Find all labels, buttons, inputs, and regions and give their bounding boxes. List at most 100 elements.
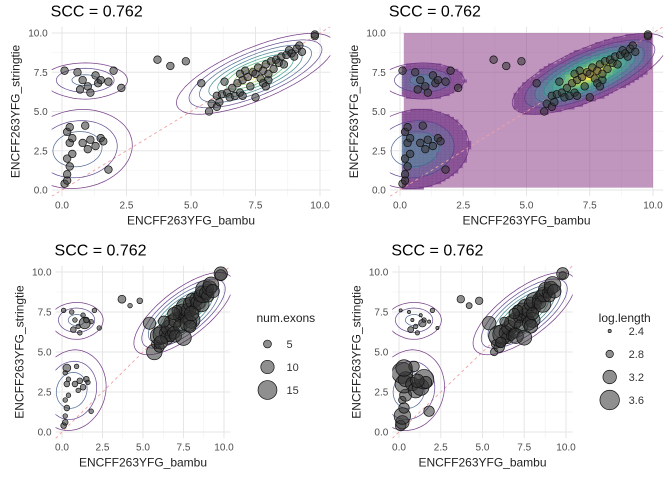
density-fill-cell: [436, 167, 442, 171]
density-fill-cell: [603, 47, 609, 51]
density-fill-cell: [548, 79, 553, 83]
density-fill-cell: [410, 170, 416, 174]
density-fill-cell: [569, 66, 575, 70]
density-fill-cell: [513, 95, 519, 99]
data-point: [79, 384, 87, 391]
density-fill-cell: [603, 92, 609, 97]
density-fill-cell: [410, 108, 416, 113]
density-fill-cell: [638, 42, 644, 46]
density-fill-cell: [431, 132, 437, 137]
legend-key: [602, 369, 617, 385]
density-fill-cell: [410, 146, 416, 150]
x-tick-label: 2.5: [96, 442, 110, 453]
data-point: [261, 82, 270, 91]
density-fill-cell: [560, 71, 566, 75]
density-fill-cell: [573, 84, 579, 89]
density-fill-cell: [440, 132, 446, 137]
density-fill-cell: [410, 172, 416, 177]
data-point: [414, 330, 420, 336]
density-fill-cell: [423, 183, 429, 187]
data-point: [153, 335, 168, 350]
density-fill-cell: [461, 130, 467, 134]
data-point: [251, 93, 260, 102]
density-fill-cell: [440, 71, 446, 75]
data-point: [532, 79, 541, 88]
density-fill-cell: [599, 52, 605, 57]
density-fill-cell: [427, 130, 433, 134]
density-fill-cell: [543, 66, 549, 70]
panel-title: SCC = 0.762: [389, 4, 481, 21]
density-fill-cell: [535, 90, 541, 94]
data-point: [65, 376, 72, 382]
density-fill-cell: [578, 60, 584, 65]
data-point: [482, 316, 497, 331]
density-fill-cell: [556, 106, 562, 110]
density-fill-cell: [449, 172, 454, 177]
data-point: [228, 83, 237, 93]
density-fill-cell: [608, 82, 614, 86]
density-fill-cell: [427, 170, 433, 174]
density-fill-cell: [444, 122, 450, 126]
density-fill-cell: [423, 76, 429, 81]
density-fill-cell: [440, 66, 446, 70]
density-fill-cell: [444, 148, 450, 153]
density-fill-cell: [423, 127, 429, 131]
density-fill-cell: [440, 159, 446, 163]
legend-label: 15: [286, 385, 298, 397]
data-point: [86, 88, 95, 97]
density-fill-cell: [517, 90, 523, 94]
density-fill-cell: [436, 178, 442, 182]
density-fill-cell: [517, 98, 523, 102]
density-fill-cell: [410, 167, 416, 171]
density-fill-cell: [418, 111, 424, 115]
density-fill-cell: [453, 154, 459, 158]
density-fill-cell: [406, 87, 411, 91]
data-point: [63, 170, 72, 179]
density-fill-cell: [569, 103, 575, 107]
density-fill-cell: [401, 74, 407, 78]
density-fill-cell: [410, 127, 416, 131]
density-fill-cell: [414, 82, 420, 86]
density-fill-cell: [646, 50, 652, 54]
density-fill-cell: [453, 132, 459, 137]
density-fill-cell: [449, 76, 454, 81]
data-point: [65, 162, 74, 171]
density-fill-cell: [595, 44, 601, 49]
density-fill-cell: [461, 156, 467, 161]
density-contour: [389, 33, 664, 189]
density-fill-cell: [569, 68, 575, 73]
density-fill-cell: [453, 124, 459, 129]
density-fill-cell: [642, 42, 648, 46]
density-fill-cell: [427, 119, 433, 123]
data-point: [104, 165, 113, 174]
density-fill-cell: [431, 170, 437, 174]
density-fill-cell: [513, 103, 519, 107]
density-fill-cell: [595, 90, 601, 94]
density-fill-cell: [406, 186, 411, 190]
legend-key: [263, 339, 272, 349]
x-axis-title: ENCFF263YFG_bambu: [462, 213, 590, 227]
density-fill-cell: [556, 66, 562, 70]
density-fill-cell: [565, 74, 571, 78]
density-fill-cell: [444, 154, 450, 158]
density-fill-cell: [612, 71, 618, 75]
density-fill-cell: [431, 95, 437, 99]
density-fill-cell: [582, 95, 588, 99]
density-fill-cell: [457, 124, 463, 129]
density-fill-cell: [436, 116, 442, 121]
density-fill-cell: [548, 66, 553, 70]
data-point: [181, 57, 190, 66]
density-fill-cell: [453, 140, 459, 145]
density-fill-cell: [578, 55, 584, 59]
density-fill-cell: [565, 106, 571, 110]
density-fill-cell: [638, 55, 644, 59]
data-point: [418, 121, 427, 130]
data-point: [71, 380, 79, 388]
density-fill-cell: [427, 151, 433, 155]
density-fill-cell: [599, 90, 605, 94]
density-fill-cell: [414, 111, 420, 115]
density-fill-cell: [418, 119, 424, 123]
density-fill-cell: [401, 114, 407, 118]
density-fill-cell: [573, 103, 579, 107]
